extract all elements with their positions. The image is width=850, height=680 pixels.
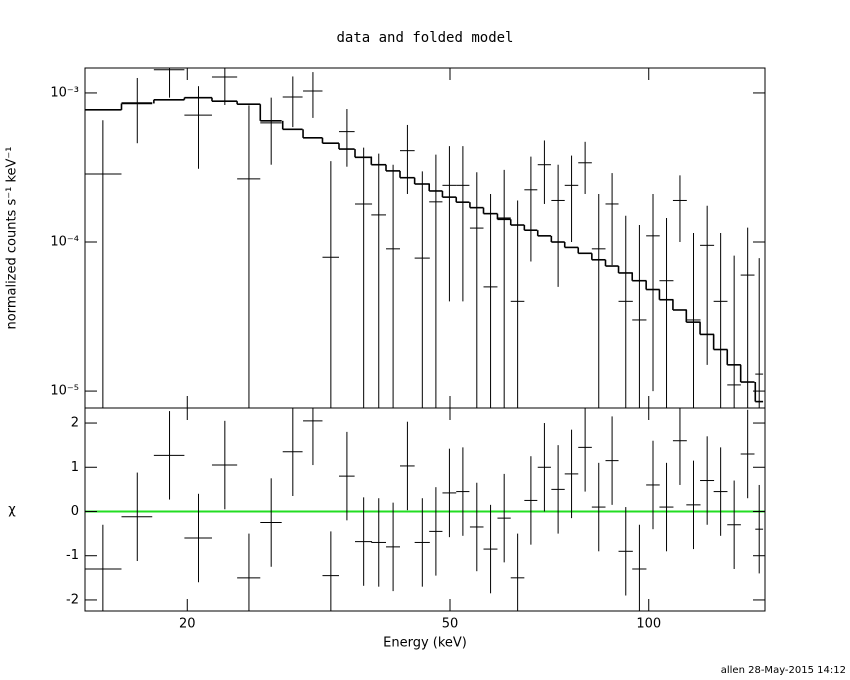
x-axis-label: Energy (keV) bbox=[383, 636, 467, 651]
chart-title: data and folded model bbox=[336, 30, 513, 46]
y-tick-label: 10⁻⁵ bbox=[50, 384, 79, 399]
plot-area bbox=[85, 68, 764, 408]
frame bbox=[84, 67, 766, 409]
y-tick-label: -1 bbox=[66, 548, 79, 563]
frame bbox=[84, 407, 766, 612]
y-tick-label: 10⁻³ bbox=[50, 85, 79, 100]
x-tick-label: 50 bbox=[442, 617, 459, 632]
y-tick-label: 10⁻⁴ bbox=[50, 235, 79, 250]
y-tick-label: 2 bbox=[71, 416, 79, 431]
residual-axis-label: χ bbox=[8, 503, 16, 518]
y-tick-label: -2 bbox=[66, 592, 79, 607]
y-axis-label: normalized counts s⁻¹ keV⁻¹ bbox=[5, 147, 20, 330]
y-tick-label: 1 bbox=[71, 460, 79, 475]
x-tick-label: 20 bbox=[179, 617, 196, 632]
x-tick-label: 100 bbox=[636, 617, 661, 632]
y-tick-label: 0 bbox=[71, 504, 79, 519]
plot-area bbox=[85, 408, 765, 611]
footer: allen 28-May-2015 14:12 bbox=[721, 665, 846, 676]
